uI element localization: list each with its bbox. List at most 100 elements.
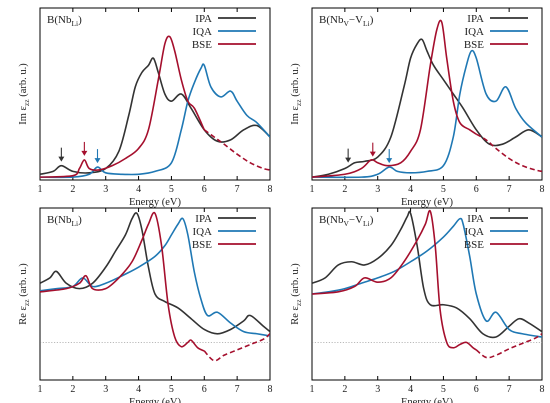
legend-label-bse: BSE <box>192 239 212 251</box>
series-line-bse <box>312 209 477 351</box>
panel-title-main: B(Nb <box>47 14 72 26</box>
legend-label-iqa: IQA <box>464 226 484 238</box>
onset-arrow-bse <box>369 142 376 157</box>
y-axis-title-text: Im εzz (arb. u.) <box>18 63 31 125</box>
arrow-head <box>81 150 88 156</box>
x-tick-label: 6 <box>474 184 479 195</box>
panel-title-main: B(Nb <box>319 214 344 226</box>
chart-panel-2: 1 2 3 4 5 6 7 8 Energy (eV) Im εzz (arb. u.) B(NbV… <box>290 7 545 208</box>
y-axis-title: Re ε <box>290 305 301 324</box>
series-line-bse <box>40 35 206 178</box>
x-tick-label: 4 <box>136 384 141 395</box>
x-tick-label: 1 <box>38 184 43 195</box>
panel-title-subscript: Li <box>71 19 78 28</box>
x-tick-label: 2 <box>342 184 347 195</box>
panel-title-tail: ) <box>78 214 82 226</box>
x-tick-label: 2 <box>70 384 75 395</box>
series-line-bse-dashed <box>203 129 270 171</box>
x-tick-label: 8 <box>540 184 545 195</box>
legend-label-bse: BSE <box>464 39 484 51</box>
panel-title: B(NbLi) <box>47 214 82 228</box>
series-line-bse-dashed <box>203 333 270 362</box>
legend-label-iqa: IQA <box>192 26 212 38</box>
x-tick-label: 3 <box>103 384 108 395</box>
x-tick-label: 5 <box>441 184 446 195</box>
x-tick-label: 2 <box>70 184 75 195</box>
y-axis-title-group: Im εzz (arb. u.) <box>18 63 31 125</box>
x-tick-label: 6 <box>202 384 207 395</box>
legend-label-ipa: IPA <box>467 13 484 25</box>
x-axis-title: Energy (eV) <box>129 197 181 208</box>
plot-frame <box>311 7 543 181</box>
x-axis-title: Energy (eV) <box>401 197 453 208</box>
x-tick-label: 2 <box>342 384 347 395</box>
y-axis-title-group: Im εzz (arb. u.) <box>290 63 303 125</box>
x-tick-label: 1 <box>310 384 315 395</box>
x-tick-label: 1 <box>38 384 43 395</box>
arrow-head <box>345 157 352 163</box>
onset-arrow-iqa <box>94 149 101 164</box>
legend-label-bse: BSE <box>192 39 212 51</box>
panel-title-subscript-2: Li <box>363 19 370 28</box>
panel-title-subscript-2: Li <box>363 219 370 228</box>
onset-arrow-iqa <box>386 149 393 164</box>
onset-arrow-ipa <box>345 148 352 163</box>
series-line-iqa <box>40 63 270 179</box>
x-tick-label: 7 <box>235 384 240 395</box>
panel-title-tail: ) <box>78 14 82 26</box>
legend-label-iqa: IQA <box>464 26 484 38</box>
series-line-ipa <box>40 212 270 335</box>
panel-title-subscript: Li <box>71 219 78 228</box>
panel-title: B(NbLi) <box>47 14 82 28</box>
x-tick-label: 3 <box>103 184 108 195</box>
series-line-bse-dashed <box>475 333 542 359</box>
series-line-iqa <box>312 217 542 338</box>
y-axis-subscript: zz <box>22 299 31 306</box>
arrow-head <box>58 156 65 162</box>
x-axis-title: Energy (eV) <box>129 397 181 403</box>
x-tick-label: 6 <box>202 184 207 195</box>
x-axis-title: Energy (eV) <box>401 397 453 403</box>
panel-title-tail: ) <box>370 14 374 26</box>
x-tick-label: 3 <box>375 184 380 195</box>
y-axis-subscript: zz <box>294 99 303 106</box>
chart-panel-4: 1 2 3 4 5 6 7 8 Energy (eV) Re εzz (arb. u.) B(NbV… <box>290 207 545 403</box>
arrow-head <box>369 151 376 157</box>
series-line-iqa <box>40 217 270 337</box>
y-axis-units: (arb. u.) <box>18 263 29 300</box>
y-axis-title-group: Re εzz (arb. u.) <box>18 263 31 325</box>
y-axis-title: Im ε <box>290 105 301 124</box>
x-tick-label: 6 <box>474 384 479 395</box>
x-tick-label: 5 <box>169 184 174 195</box>
chart-panel-3: 1 2 3 4 5 6 7 8 Energy (eV) Re εzz (arb. u.) B(NbL… <box>18 207 273 403</box>
legend-label-ipa: IPA <box>195 213 212 225</box>
x-tick-label: 1 <box>310 184 315 195</box>
plot-frame <box>39 207 271 381</box>
legend-label-ipa: IPA <box>195 13 212 25</box>
y-axis-subscript: zz <box>22 99 31 106</box>
series-line-ipa <box>312 210 542 339</box>
x-tick-label: 5 <box>169 384 174 395</box>
x-tick-label: 7 <box>235 184 240 195</box>
legend-label-iqa: IQA <box>192 226 212 238</box>
panel-title-tail: ) <box>370 214 374 226</box>
y-axis-units: (arb. u.) <box>290 263 301 300</box>
x-tick-label: 5 <box>441 384 446 395</box>
y-axis-units: (arb. u.) <box>18 63 29 100</box>
y-axis-title-text: Im εzz (arb. u.) <box>290 63 303 125</box>
x-tick-label: 7 <box>507 384 512 395</box>
y-axis-units: (arb. u.) <box>290 63 301 100</box>
arrow-head <box>386 158 393 164</box>
x-tick-label: 3 <box>375 384 380 395</box>
x-tick-label: 7 <box>507 184 512 195</box>
legend-label-bse: BSE <box>464 239 484 251</box>
series-line-bse <box>312 19 477 178</box>
arrow-head <box>94 158 101 164</box>
chart-panel-1: 1 2 3 4 5 6 7 8 Energy (eV) Im εzz (arb. u.) B(NbL… <box>18 7 273 208</box>
panel-title-mid: −V <box>349 14 363 26</box>
y-axis-title: Im ε <box>18 105 29 124</box>
y-axis-subscript: zz <box>294 299 303 306</box>
legend-label-ipa: IPA <box>467 213 484 225</box>
plot-frame <box>311 207 543 381</box>
